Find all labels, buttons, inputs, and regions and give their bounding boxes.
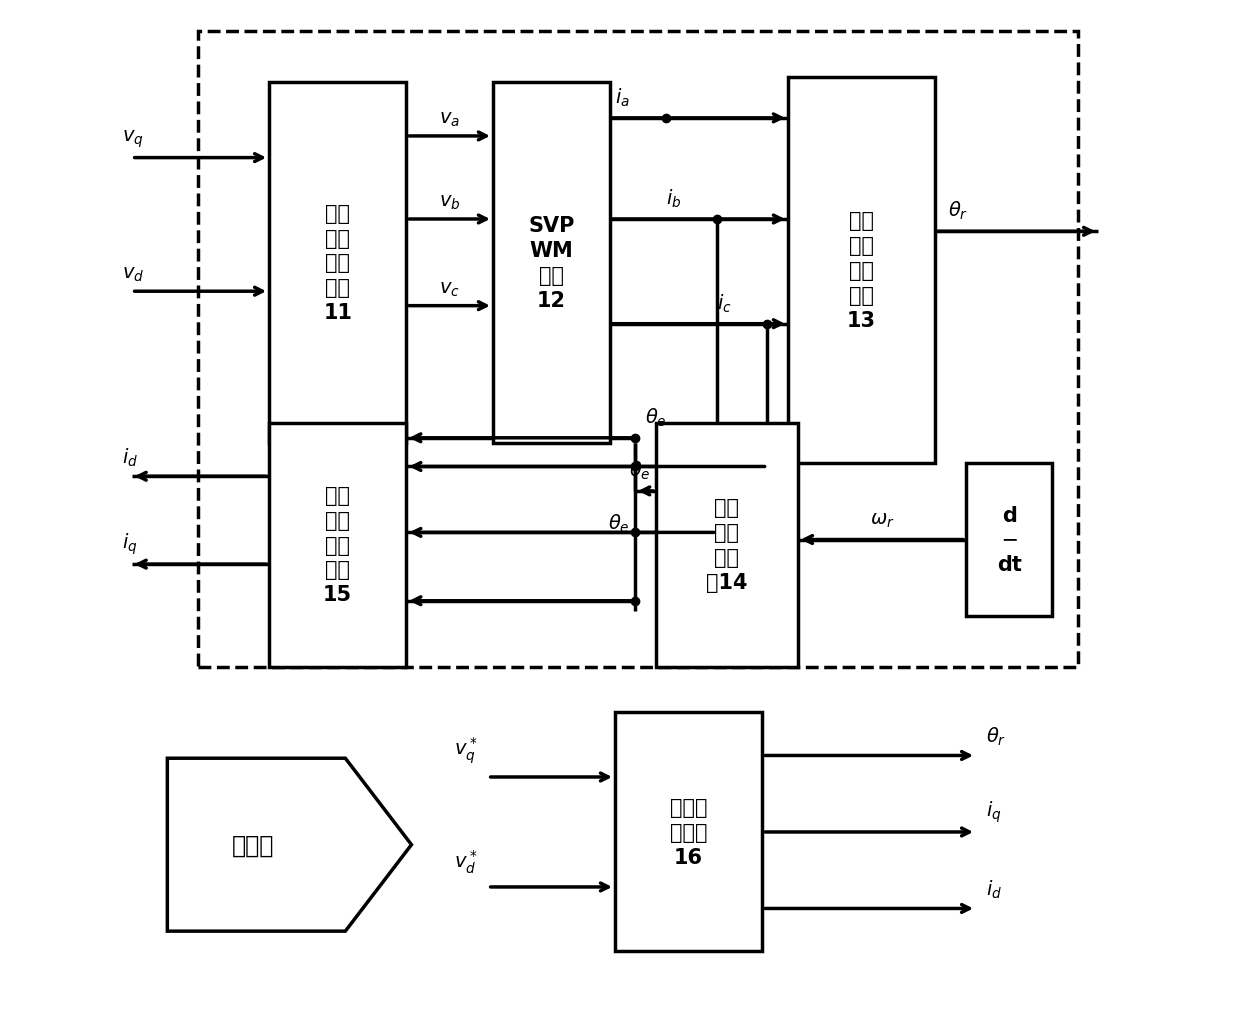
Text: $\theta_r$: $\theta_r$ bbox=[947, 200, 967, 222]
Text: $i_q$: $i_q$ bbox=[986, 799, 1002, 824]
Text: $\theta_e$: $\theta_e$ bbox=[646, 406, 667, 428]
Text: $i_d$: $i_d$ bbox=[986, 878, 1002, 901]
Bar bbox=[787, 77, 935, 464]
Text: 驱动电
机系统
16: 驱动电 机系统 16 bbox=[670, 798, 707, 867]
Text: $\theta_e$: $\theta_e$ bbox=[629, 459, 651, 481]
Text: $i_b$: $i_b$ bbox=[666, 187, 681, 210]
Text: 电压
坐标
转换
模块
11: 电压 坐标 转换 模块 11 bbox=[324, 204, 352, 323]
Text: 电流
坐标
转换
模块
15: 电流 坐标 转换 模块 15 bbox=[324, 485, 352, 604]
Bar bbox=[966, 464, 1053, 616]
Bar bbox=[656, 423, 799, 667]
Text: $i_d$: $i_d$ bbox=[122, 446, 138, 469]
Text: SVP
WM
模块
12: SVP WM 模块 12 bbox=[528, 216, 574, 310]
Text: $v_q^*$: $v_q^*$ bbox=[454, 735, 477, 765]
Text: 磁通
角估
计模
块14: 磁通 角估 计模 块14 bbox=[706, 498, 748, 592]
Text: $v_a$: $v_a$ bbox=[439, 110, 460, 128]
Text: $v_b$: $v_b$ bbox=[439, 193, 460, 212]
Polygon shape bbox=[167, 758, 412, 931]
Text: $v_d$: $v_d$ bbox=[122, 265, 144, 284]
Text: $\omega_r$: $\omega_r$ bbox=[869, 511, 894, 530]
Text: $\theta_e$: $\theta_e$ bbox=[609, 512, 630, 534]
Bar bbox=[269, 83, 407, 443]
Bar bbox=[615, 712, 763, 952]
Text: $i_c$: $i_c$ bbox=[717, 292, 732, 314]
Text: d
─
dt: d ─ dt bbox=[997, 505, 1022, 575]
Bar bbox=[492, 83, 610, 443]
Text: 等效为: 等效为 bbox=[232, 833, 274, 857]
Bar bbox=[198, 32, 1078, 667]
Text: $\theta_r$: $\theta_r$ bbox=[986, 726, 1007, 748]
Text: $i_q$: $i_q$ bbox=[122, 531, 138, 556]
Text: 永磁
同步
电机
模块
13: 永磁 同步 电机 模块 13 bbox=[847, 211, 877, 330]
Text: $v_c$: $v_c$ bbox=[439, 279, 460, 299]
Text: $i_a$: $i_a$ bbox=[615, 87, 630, 109]
Text: $v_d^*$: $v_d^*$ bbox=[454, 848, 477, 875]
Text: $v_q$: $v_q$ bbox=[122, 128, 144, 151]
Bar bbox=[269, 423, 407, 667]
